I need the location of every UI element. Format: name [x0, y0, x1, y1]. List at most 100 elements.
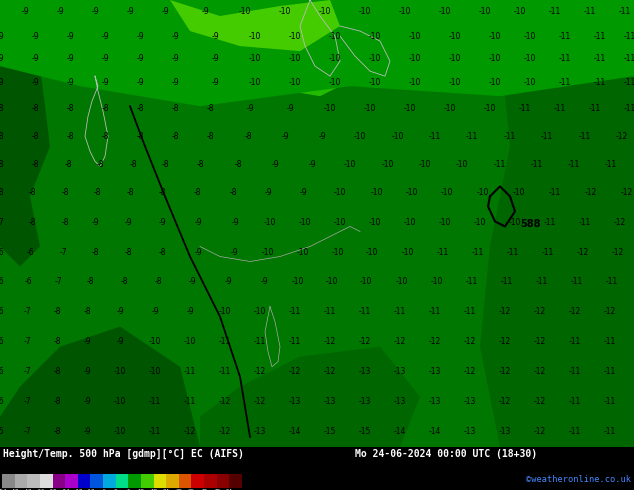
Text: -13: -13	[464, 397, 476, 406]
Text: -10: -10	[402, 248, 414, 257]
Text: -10: -10	[289, 77, 301, 87]
Text: -11: -11	[571, 277, 583, 286]
Text: -11: -11	[219, 337, 231, 346]
Text: -10: -10	[449, 31, 461, 41]
Text: -11: -11	[604, 367, 616, 376]
Text: -10: -10	[409, 77, 421, 87]
Text: -13: -13	[254, 427, 266, 437]
Bar	[103, 474, 115, 488]
Text: 36: 36	[188, 489, 195, 490]
Text: -8: -8	[206, 104, 214, 113]
Text: -8: -8	[101, 132, 109, 141]
Text: -9: -9	[0, 53, 4, 63]
Text: -10: -10	[114, 427, 126, 437]
Text: -10: -10	[292, 277, 304, 286]
Text: -11: -11	[429, 307, 441, 316]
Text: -10: -10	[404, 218, 416, 227]
Text: 30: 30	[176, 489, 183, 490]
Text: -9: -9	[91, 218, 99, 227]
Text: -36: -36	[35, 489, 45, 490]
Text: -10: -10	[513, 188, 525, 197]
Polygon shape	[0, 327, 200, 447]
Text: -11: -11	[549, 6, 561, 16]
Text: -10: -10	[419, 160, 431, 169]
Bar	[40, 474, 53, 488]
Text: -10: -10	[239, 6, 251, 16]
Bar	[141, 474, 153, 488]
Text: ©weatheronline.co.uk: ©weatheronline.co.uk	[526, 475, 631, 484]
Text: -11: -11	[579, 132, 591, 141]
Text: -11: -11	[466, 132, 478, 141]
Bar	[115, 474, 128, 488]
Text: -9: -9	[230, 248, 238, 257]
Text: -8: -8	[234, 160, 242, 169]
Text: -10: -10	[479, 6, 491, 16]
Text: -9: -9	[211, 31, 219, 41]
Text: -9: -9	[101, 77, 109, 87]
Text: -15: -15	[359, 427, 371, 437]
Text: -11: -11	[579, 218, 591, 227]
Text: -11: -11	[464, 307, 476, 316]
Text: -11: -11	[472, 248, 484, 257]
Text: -10: -10	[409, 53, 421, 63]
Text: -11: -11	[549, 188, 561, 197]
Text: -10: -10	[449, 77, 461, 87]
Text: 54: 54	[226, 489, 233, 490]
Text: -11: -11	[542, 248, 554, 257]
Text: -8: -8	[31, 104, 39, 113]
Text: -9: -9	[171, 77, 179, 87]
Text: -10: -10	[249, 77, 261, 87]
Text: -10: -10	[297, 248, 309, 257]
Text: -11: -11	[289, 307, 301, 316]
Text: -9: -9	[271, 160, 279, 169]
Text: -10: -10	[489, 53, 501, 63]
Text: -10: -10	[364, 104, 376, 113]
Text: -11: -11	[568, 160, 580, 169]
Text: -12: -12	[464, 337, 476, 346]
Polygon shape	[200, 347, 420, 447]
Text: -8: -8	[0, 104, 4, 113]
Text: -11: -11	[507, 248, 519, 257]
Text: -30: -30	[48, 489, 58, 490]
Text: -10: -10	[456, 160, 468, 169]
Text: -12: -12	[612, 248, 624, 257]
Text: -13: -13	[394, 367, 406, 376]
Text: -12: -12	[254, 397, 266, 406]
Text: -10: -10	[409, 31, 421, 41]
Text: -11: -11	[594, 31, 606, 41]
Text: -13: -13	[359, 367, 371, 376]
Text: -10: -10	[264, 218, 276, 227]
Text: -24: -24	[60, 489, 70, 490]
Text: -6: -6	[100, 489, 107, 490]
Text: -11: -11	[219, 367, 231, 376]
Bar	[78, 474, 91, 488]
Text: -10: -10	[369, 218, 381, 227]
Text: -11: -11	[289, 337, 301, 346]
Text: -12: -12	[359, 337, 371, 346]
Text: 588: 588	[520, 220, 541, 229]
Text: -12: -12	[534, 337, 546, 346]
Text: -11: -11	[544, 218, 556, 227]
Text: -11: -11	[624, 77, 634, 87]
Text: -7: -7	[59, 248, 67, 257]
Text: -10: -10	[334, 188, 346, 197]
Text: -10: -10	[474, 218, 486, 227]
Text: -10: -10	[149, 367, 161, 376]
Text: -11: -11	[149, 427, 161, 437]
Text: -7: -7	[23, 307, 31, 316]
Text: -11: -11	[584, 6, 596, 16]
Text: -13: -13	[324, 397, 336, 406]
Text: -11: -11	[619, 6, 631, 16]
Text: -12: -12	[464, 367, 476, 376]
Bar	[166, 474, 179, 488]
Text: -12: -12	[577, 248, 589, 257]
Text: -8: -8	[171, 104, 179, 113]
Bar	[27, 474, 40, 488]
Text: -8: -8	[154, 277, 162, 286]
Text: -12: -12	[219, 427, 231, 437]
Text: -12: -12	[499, 307, 511, 316]
Text: -12: -12	[499, 337, 511, 346]
Text: -11: -11	[554, 104, 566, 113]
Text: -9: -9	[231, 218, 239, 227]
Bar	[204, 474, 217, 488]
